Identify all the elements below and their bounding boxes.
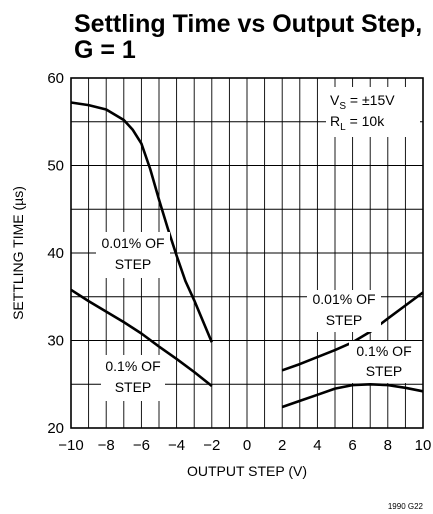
series-line-1 xyxy=(70,101,213,343)
x-tick-label: −4 xyxy=(168,437,185,454)
x-tick-label: 6 xyxy=(348,437,356,454)
vs-symbol: V xyxy=(330,92,340,108)
rl-value: = 10k xyxy=(346,113,386,129)
series-label-4-line1: 0.1% OF xyxy=(356,343,411,359)
rl-symbol: R xyxy=(330,113,340,129)
x-tick-label: −8 xyxy=(98,437,115,454)
x-tick-labels: −10 −8 −6 −4 −2 0 2 4 6 8 10 xyxy=(58,437,431,454)
vs-value: = ±15V xyxy=(346,92,395,108)
series-label-3-line1: 0.01% OF xyxy=(312,291,375,307)
series-line-4 xyxy=(281,382,424,409)
label-bg-4 xyxy=(349,341,419,383)
label-bg-2 xyxy=(101,355,165,401)
x-tick-label: −2 xyxy=(203,437,220,454)
chart-title: Settling Time vs Output Step, xyxy=(74,10,422,38)
plot-frame xyxy=(70,77,424,429)
series-label-2-line2: STEP xyxy=(115,379,152,395)
x-tick-label: 8 xyxy=(384,437,392,454)
vs-subscript: S xyxy=(339,101,346,112)
condition-rl: RL = 10k xyxy=(330,113,385,133)
series-label-4-line2: STEP xyxy=(366,363,403,379)
y-tick-label: 30 xyxy=(47,333,64,350)
y-tick-labels: 60 50 40 30 20 xyxy=(47,70,64,437)
x-tick-label: −6 xyxy=(133,437,150,454)
figure-reference: 1990 G22 xyxy=(388,502,424,511)
y-tick-label: 60 xyxy=(47,70,64,87)
x-tick-label: 10 xyxy=(415,437,432,454)
series-label-3-line2: STEP xyxy=(326,312,363,328)
rl-subscript: L xyxy=(340,122,346,133)
chart-subtitle: G = 1 xyxy=(74,36,136,64)
x-axis-label: OUTPUT STEP (V) xyxy=(187,463,307,479)
conditions-bg xyxy=(326,87,420,137)
x-tick-label: 4 xyxy=(313,437,321,454)
x-tick-label: 2 xyxy=(278,437,286,454)
label-bg-3 xyxy=(307,290,381,332)
label-bg-1 xyxy=(96,232,170,278)
series-label-1-line2: STEP xyxy=(115,256,152,272)
series-label-1-line1: 0.01% OF xyxy=(101,235,164,251)
series-group xyxy=(70,101,424,409)
y-tick-label: 20 xyxy=(47,420,64,437)
y-tick-label: 50 xyxy=(47,158,64,175)
condition-vs: VS = ±15V xyxy=(330,92,395,112)
x-tick-label: −10 xyxy=(58,437,83,454)
y-axis-label: SETTLING TIME (µs) xyxy=(10,186,26,320)
series-line-2 xyxy=(70,288,213,388)
y-tick-label: 40 xyxy=(47,245,64,262)
x-tick-label: 0 xyxy=(243,437,251,454)
series-label-2-line1: 0.1% OF xyxy=(105,358,160,374)
